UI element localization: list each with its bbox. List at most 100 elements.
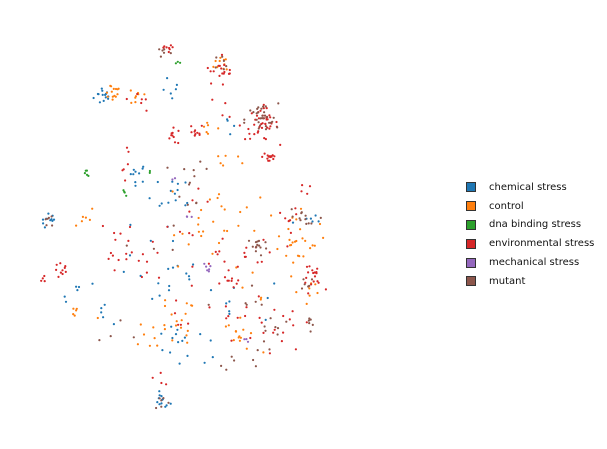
scatter-point — [197, 230, 200, 233]
scatter-point — [175, 83, 178, 86]
scatter-point — [130, 251, 133, 254]
scatter-point — [198, 132, 201, 135]
scatter-point — [202, 230, 205, 233]
scatter-point — [123, 191, 126, 194]
scatter-point — [116, 93, 119, 96]
scatter-point — [260, 122, 263, 126]
scatter-point — [263, 114, 267, 117]
scatter-point — [167, 401, 170, 404]
scatter-point — [158, 48, 161, 51]
scatter-point — [239, 316, 242, 319]
scatter-point — [269, 116, 272, 119]
scatter-point — [308, 317, 311, 320]
scatter-point — [91, 207, 94, 210]
scatter-point — [262, 351, 265, 354]
scatter-point — [188, 210, 191, 213]
scatter-point — [72, 313, 75, 316]
scatter-point — [313, 271, 316, 274]
scatter-point — [158, 397, 161, 400]
scatter-point — [291, 215, 294, 218]
scatter-point — [144, 98, 147, 101]
scatter-point — [225, 65, 228, 68]
scatter-point — [43, 274, 46, 278]
scatter-point — [233, 359, 236, 362]
scatter-point — [185, 302, 188, 305]
scatter-point — [282, 331, 285, 334]
scatter-point — [102, 316, 105, 319]
scatter-point — [111, 254, 114, 257]
scatter-point — [130, 101, 133, 104]
scatter-point — [212, 65, 215, 68]
scatter-point — [178, 362, 181, 365]
scatter-point — [140, 275, 143, 279]
scatter-point — [129, 223, 132, 226]
scatter-point — [244, 302, 247, 305]
scatter-point — [41, 218, 45, 221]
scatter-point — [255, 118, 258, 121]
scatter-point — [261, 114, 264, 117]
scatter-point — [127, 150, 130, 153]
scatter-point — [304, 214, 307, 217]
scatter-point — [188, 181, 191, 184]
scatter-point — [43, 280, 46, 283]
scatter-point — [160, 399, 163, 402]
scatter-point — [187, 322, 190, 325]
scatter-point — [212, 220, 215, 223]
scatter-point — [211, 98, 214, 101]
scatter-point — [266, 154, 269, 157]
scatter-point — [223, 229, 226, 232]
scatter-point — [169, 44, 172, 47]
scatter-point — [317, 220, 320, 223]
scatter-point — [263, 325, 266, 328]
scatter-point — [134, 101, 137, 104]
scatter-point — [128, 225, 132, 229]
scatter-point — [119, 232, 122, 235]
scatter-point — [98, 339, 101, 342]
scatter-point — [132, 173, 135, 176]
scatter-point — [157, 282, 160, 285]
scatter-point — [166, 225, 169, 228]
scatter-point — [211, 356, 214, 359]
scatter-point — [216, 196, 219, 200]
scatter-point — [132, 168, 135, 171]
scatter-point — [42, 222, 45, 225]
scatter-point — [162, 397, 165, 400]
scatter-point — [186, 354, 189, 357]
scatter-point — [110, 90, 113, 93]
scatter-point — [113, 231, 116, 235]
scatter-point — [167, 267, 170, 270]
scatter-point — [218, 74, 221, 77]
scatter-point — [273, 155, 276, 158]
scatter-point — [217, 241, 221, 245]
scatter-point — [264, 125, 267, 128]
scatter-point — [159, 371, 162, 374]
scatter-point — [171, 336, 174, 340]
scatter-point — [266, 118, 269, 121]
scatter-point — [268, 127, 271, 130]
scatter-point — [119, 319, 122, 322]
scatter-point — [106, 95, 109, 98]
scatter-point — [249, 137, 252, 140]
scatter-point — [210, 82, 213, 85]
scatter-point — [174, 324, 178, 327]
scatter-point — [207, 303, 210, 306]
scatter-point — [228, 300, 231, 303]
scatter-point — [212, 70, 215, 73]
scatter-point — [259, 254, 263, 257]
scatter-point — [197, 223, 200, 226]
scatter-point — [124, 179, 127, 182]
scatter-point — [164, 299, 167, 302]
scatter-point — [184, 312, 187, 315]
legend-item: mutant — [466, 272, 594, 291]
scatter-point — [265, 107, 268, 110]
scatter-point — [181, 232, 184, 235]
scatter-point — [248, 132, 251, 135]
scatter-point — [206, 269, 209, 272]
scatter-point — [186, 215, 189, 218]
scatter-point — [269, 125, 272, 128]
scatter-point — [101, 89, 104, 92]
scatter-point — [309, 217, 312, 220]
scatter-point — [158, 204, 161, 207]
scatter-point — [160, 332, 163, 335]
scatter-point — [222, 68, 225, 71]
